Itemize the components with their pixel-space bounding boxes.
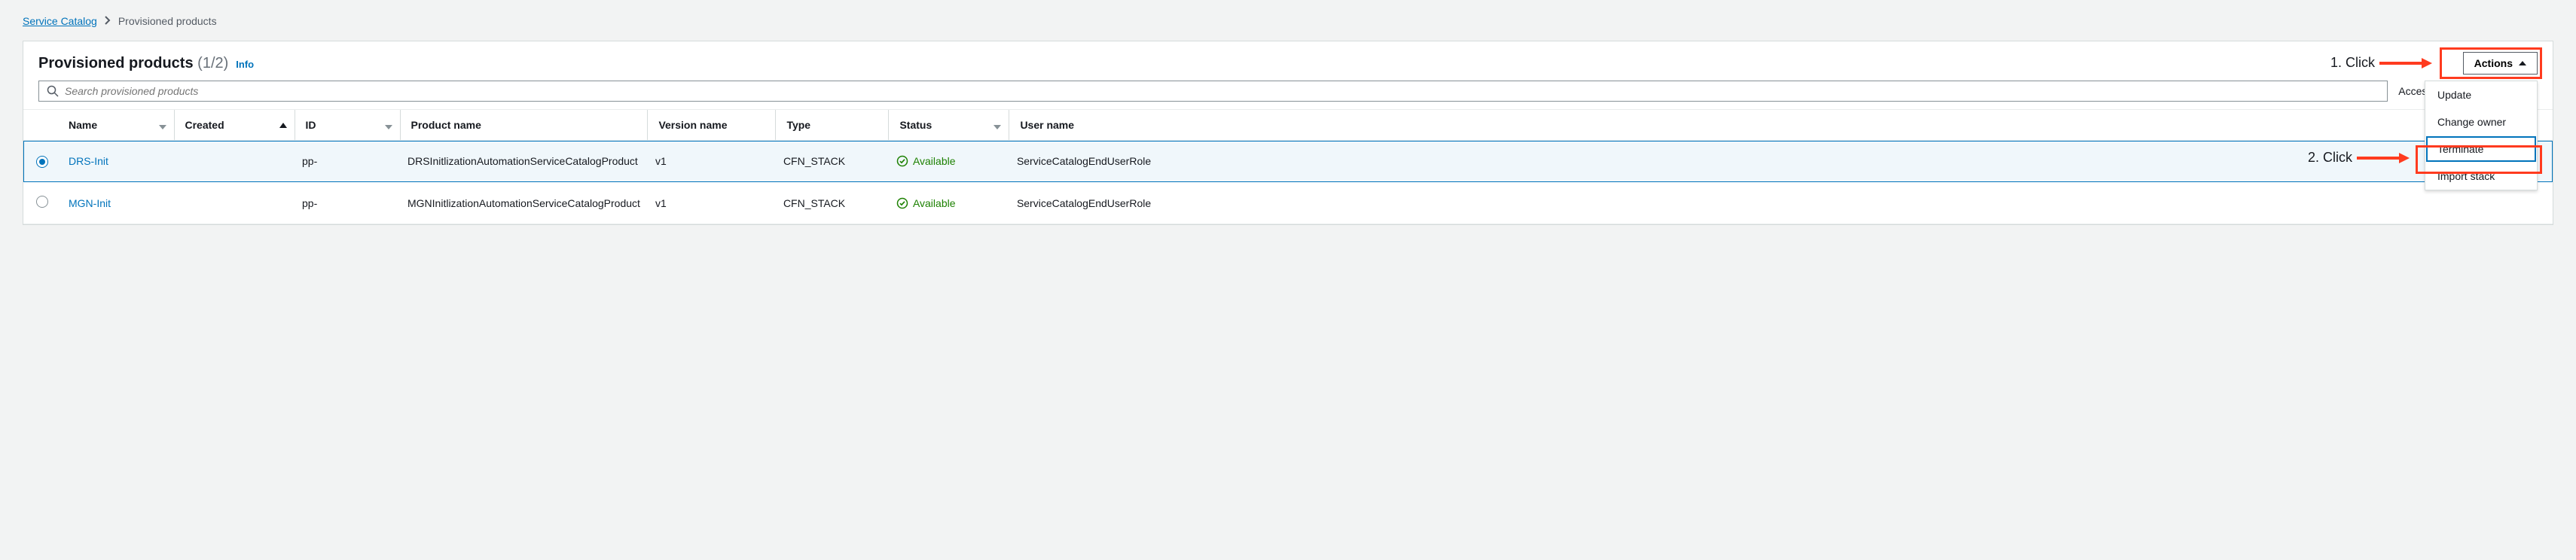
check-circle-icon xyxy=(896,197,908,209)
row-user-name-cell: ServiceCatalogEndUserRole xyxy=(1009,141,2553,182)
table-row[interactable]: MGN-Init pp-MGNInitlizationAutomationServ… xyxy=(23,182,2553,224)
row-select-cell xyxy=(23,141,61,182)
provisioned-products-panel: Provisioned products (1/2) Info Actions … xyxy=(23,41,2553,225)
actions-button[interactable]: Actions xyxy=(2463,52,2538,75)
column-created[interactable]: Created xyxy=(174,110,295,141)
page-title-count: (1/2) xyxy=(197,55,228,72)
actions-button-label: Actions xyxy=(2474,57,2513,69)
row-type-cell: CFN_STACK xyxy=(776,182,889,224)
actions-terminate[interactable]: Terminate xyxy=(2425,135,2537,163)
actions-dropdown: Update Change owner Terminate Import sta… xyxy=(2425,81,2538,190)
row-created-cell xyxy=(174,141,295,182)
provisioned-products-table: Name Created ID Product name Version nam… xyxy=(23,109,2553,224)
filter-row: Access Filter Account xyxy=(23,81,2553,109)
row-status-cell: Available xyxy=(889,182,1009,224)
row-id-cell: pp- xyxy=(295,141,400,182)
row-type-cell: CFN_STACK xyxy=(776,141,889,182)
row-id-cell: pp- xyxy=(295,182,400,224)
column-product-name[interactable]: Product name xyxy=(400,110,648,141)
row-created-cell xyxy=(174,182,295,224)
row-name-cell: MGN-Init xyxy=(61,182,174,224)
check-circle-icon xyxy=(896,155,908,167)
sort-icon xyxy=(385,120,392,129)
row-name-cell: DRS-Init xyxy=(61,141,174,182)
page-title: Provisioned products (1/2) xyxy=(38,55,228,72)
sort-asc-icon xyxy=(279,123,287,128)
column-type-label: Type xyxy=(786,119,810,131)
column-version-name[interactable]: Version name xyxy=(648,110,776,141)
column-type[interactable]: Type xyxy=(776,110,889,141)
column-status[interactable]: Status xyxy=(889,110,1009,141)
row-version-cell: v1 xyxy=(648,141,776,182)
row-name-link[interactable]: DRS-Init xyxy=(69,155,108,167)
breadcrumb-current: Provisioned products xyxy=(118,15,217,27)
column-name-label: Name xyxy=(69,119,97,131)
panel-header: Provisioned products (1/2) Info Actions xyxy=(23,41,2553,81)
search-input-wrap[interactable] xyxy=(38,81,2388,102)
actions-change-owner[interactable]: Change owner xyxy=(2425,108,2537,135)
column-status-label: Status xyxy=(899,119,932,131)
column-select xyxy=(23,110,61,141)
column-id[interactable]: ID xyxy=(295,110,400,141)
column-version-name-label: Version name xyxy=(658,119,727,131)
column-created-label: Created xyxy=(185,119,224,131)
column-name[interactable]: Name xyxy=(61,110,174,141)
row-radio[interactable] xyxy=(36,196,48,208)
actions-import-stack[interactable]: Import stack xyxy=(2425,163,2537,190)
search-input[interactable] xyxy=(65,85,2379,97)
row-version-cell: v1 xyxy=(648,182,776,224)
breadcrumb: Service Catalog Provisioned products xyxy=(23,15,2553,27)
row-name-link[interactable]: MGN-Init xyxy=(69,197,111,209)
page-title-text: Provisioned products xyxy=(38,55,194,72)
row-product-name-cell: DRSInitlizationAutomationServiceCatalogP… xyxy=(400,141,648,182)
column-user-name-label: User name xyxy=(1020,119,1074,131)
chevron-right-icon xyxy=(105,15,111,27)
status-badge: Available xyxy=(896,155,1002,167)
row-radio[interactable] xyxy=(36,156,48,168)
column-user-name[interactable]: User name xyxy=(1009,110,2553,141)
search-icon xyxy=(47,85,59,97)
row-user-name-cell: ServiceCatalogEndUserRole xyxy=(1009,182,2553,224)
info-link[interactable]: Info xyxy=(236,59,254,70)
row-product-name-cell: MGNInitlizationAutomationServiceCatalogP… xyxy=(400,182,648,224)
sort-icon xyxy=(159,120,166,129)
sort-icon xyxy=(993,120,1001,129)
status-badge: Available xyxy=(896,197,1002,209)
column-product-name-label: Product name xyxy=(411,119,481,131)
actions-update[interactable]: Update xyxy=(2425,81,2537,108)
breadcrumb-root-link[interactable]: Service Catalog xyxy=(23,15,97,27)
column-id-label: ID xyxy=(306,119,316,131)
row-status-cell: Available xyxy=(889,141,1009,182)
row-select-cell xyxy=(23,182,61,224)
table-row[interactable]: DRS-Init pp-DRSInitlizationAutomationServ… xyxy=(23,141,2553,182)
caret-up-icon xyxy=(2519,61,2526,65)
